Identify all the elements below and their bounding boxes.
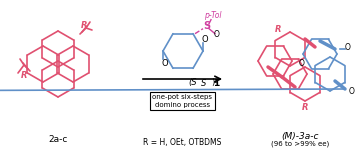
Text: 2a-c: 2a-c <box>48 135 68 143</box>
Text: 1: 1 <box>213 79 219 87</box>
Text: O: O <box>349 87 355 95</box>
Text: (S: (S <box>188 79 197 87</box>
Text: O: O <box>202 34 208 43</box>
Text: O: O <box>214 30 220 39</box>
Text: S: S <box>204 21 211 31</box>
Text: O: O <box>299 59 305 69</box>
Text: R: R <box>81 21 87 31</box>
Text: R: R <box>302 103 308 111</box>
Text: S: S <box>201 79 206 87</box>
Text: O: O <box>162 59 168 69</box>
Text: (96 to >99% ee): (96 to >99% ee) <box>271 141 329 147</box>
Text: (M)-3a-c: (M)-3a-c <box>281 132 319 140</box>
Text: p-Tol: p-Tol <box>204 11 222 20</box>
Text: R: R <box>21 71 27 79</box>
Text: R: R <box>275 24 281 34</box>
Text: )-: )- <box>211 79 217 87</box>
Text: O: O <box>345 42 351 51</box>
Text: R = H, OEt, OTBDMS: R = H, OEt, OTBDMS <box>143 138 222 148</box>
Text: one-pot six-steps
domino process: one-pot six-steps domino process <box>153 95 213 108</box>
